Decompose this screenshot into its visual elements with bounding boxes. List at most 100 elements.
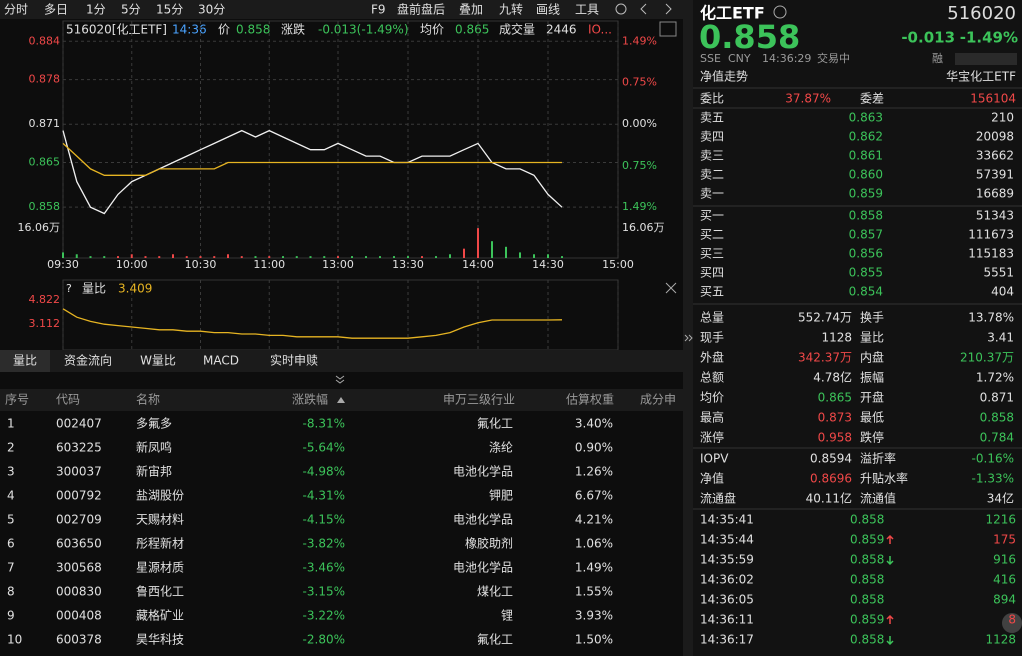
table-cell: 10 [7, 633, 22, 647]
stat-label: 最高 [700, 410, 724, 425]
table-cell: 昊华科技 [136, 633, 184, 647]
trade-price: 0.858 [850, 593, 884, 607]
tabs-bg [0, 350, 683, 372]
volume-bar [213, 256, 216, 258]
book-value: 37.87% [785, 92, 831, 106]
nav-link[interactable]: 净值走势 [700, 69, 748, 84]
ratio-current: 3.409 [118, 282, 152, 296]
table-header: 涨跌幅 [292, 392, 328, 407]
volume-bar [463, 248, 465, 258]
volume-bar [337, 256, 339, 258]
toolbar-item[interactable]: 工具 [575, 3, 599, 17]
fund-full-name: 华宝化工ETF [946, 70, 1016, 84]
volume-bar [144, 256, 147, 258]
toolbar-item[interactable]: 分时 [4, 3, 28, 17]
table-cell: 300568 [56, 561, 102, 575]
stat-value: 0.858 [980, 411, 1014, 425]
info-icon[interactable] [773, 5, 787, 19]
tab[interactable]: 资金流向 [64, 353, 112, 368]
toolbar-item[interactable]: 5分 [121, 3, 141, 17]
x-tick-label: 10:00 [116, 258, 148, 271]
level-price: 0.861 [849, 149, 883, 163]
stat-value: 3.41 [987, 331, 1014, 345]
info-more: IO... [588, 23, 612, 37]
float-button[interactable] [1002, 613, 1022, 633]
left-panel [0, 0, 683, 656]
table-cell: -4.98% [303, 465, 345, 479]
toolbar-item[interactable]: 1分 [86, 3, 106, 17]
collapse-icon[interactable] [335, 375, 345, 384]
info-avg_label: 均价 [420, 23, 444, 37]
stat-value: 1128 [821, 331, 852, 345]
tab[interactable]: 实时申赎 [270, 353, 318, 368]
fund-name: 化工ETF [700, 4, 765, 23]
expand-icon[interactable] [684, 334, 693, 342]
toolbar-item[interactable]: 多日 [44, 3, 68, 17]
level-price: 0.857 [849, 228, 883, 242]
wp-icon[interactable] [659, 21, 677, 37]
info-change_label: 涨跌 [281, 22, 305, 37]
stat-label: 涨停 [700, 430, 724, 445]
table-cell: 氟化工 [477, 633, 513, 647]
table-cell: 橡胶助剂 [465, 536, 513, 551]
table-header: 成分申 [640, 393, 676, 407]
table-cell: -3.22% [303, 609, 345, 623]
close-icon[interactable] [665, 282, 677, 294]
x-tick-label: 15:00 [602, 258, 634, 271]
level-volume: 20098 [976, 130, 1014, 144]
table-cell: 6.67% [575, 489, 613, 503]
volume-bar [519, 252, 521, 258]
quote-currency: CNY [728, 52, 751, 65]
x-tick-label: 09:30 [47, 258, 79, 271]
gear-icon[interactable] [615, 3, 627, 15]
tab[interactable]: MACD [203, 354, 239, 368]
toolbar-item[interactable]: 30分 [198, 3, 225, 17]
level-label: 买三 [700, 247, 724, 261]
table-cell: 7 [7, 561, 15, 575]
nav-arrows[interactable] [640, 3, 672, 15]
info-time: 14:36 [172, 23, 207, 37]
info-volume: 2446 [546, 23, 577, 37]
table-cell: 603225 [56, 441, 102, 455]
volume-bar [295, 256, 298, 258]
table-cell: 000830 [56, 585, 102, 599]
trade-price: 0.858 [850, 513, 884, 527]
toolbar-item[interactable]: F9 [371, 3, 386, 17]
splitter[interactable] [683, 0, 693, 656]
table-cell: 5 [7, 513, 15, 527]
nav-label: 流通盘 [700, 491, 736, 506]
stat-label: 振幅 [860, 370, 884, 385]
level-volume: 404 [991, 285, 1014, 299]
ratio-label: 量比 [82, 282, 106, 296]
toolbar-item[interactable]: 盘前盘后 [397, 2, 445, 17]
volume-bar [117, 256, 119, 258]
trade-volume: 416 [993, 573, 1016, 587]
volume-bar [351, 256, 353, 258]
info-price_label: 价 [218, 23, 230, 37]
table-cell: 000408 [56, 609, 102, 623]
level-label: 买五 [700, 285, 724, 299]
table-cell: 鲁西化工 [136, 585, 184, 599]
toolbar-item[interactable]: 15分 [156, 3, 183, 17]
nav-value: 0.8594 [810, 452, 852, 466]
table-cell: 002709 [56, 513, 102, 527]
tab[interactable]: 量比 [13, 354, 37, 368]
nav-label: 流通值 [860, 491, 896, 506]
toolbar-item[interactable]: 九转 [499, 2, 523, 17]
toolbar-item[interactable]: 叠加 [459, 3, 483, 17]
table-cell: 4 [7, 489, 15, 503]
tool-icons[interactable] [955, 53, 1017, 65]
volume-bar [103, 256, 106, 258]
table-header: 序号 [5, 392, 29, 407]
trade-price: 0.858 [850, 633, 884, 647]
stat-value: 342.37万 [798, 351, 852, 365]
volume-bar [158, 256, 161, 258]
level-label: 买二 [700, 228, 724, 242]
tab[interactable]: W量比 [140, 354, 176, 368]
stat-label: 总量 [700, 311, 724, 325]
table-cell: 3 [7, 465, 15, 479]
active-tab[interactable] [0, 350, 50, 372]
toolbar-item[interactable]: 画线 [536, 3, 560, 17]
sort-icon[interactable] [337, 397, 345, 403]
